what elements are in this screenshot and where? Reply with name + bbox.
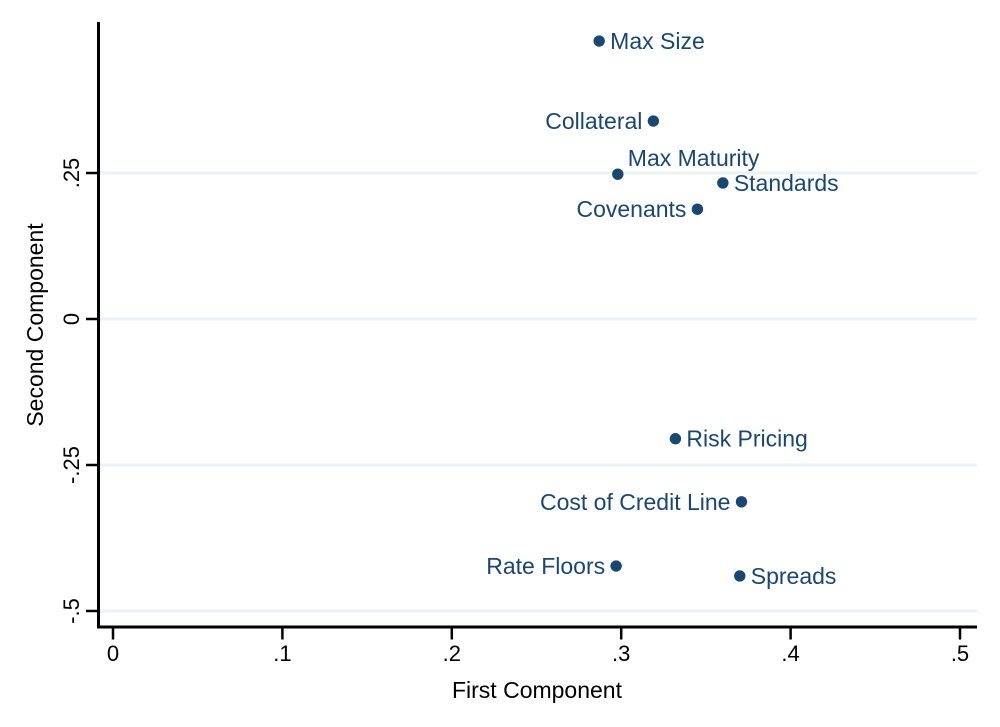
data-point-risk-pricing [669, 433, 682, 445]
x-tick-label-.4: .4 [781, 641, 799, 666]
data-point-collateral [647, 115, 660, 127]
y-tick-label--.5: -.5 [59, 598, 84, 624]
data-point-label-collateral: Collateral [545, 108, 642, 134]
data-point-label-covenants: Covenants [576, 196, 686, 222]
data-point-max-size [593, 35, 605, 47]
data-point-label-rate-floors: Rate Floors [486, 553, 605, 579]
data-point-covenants [691, 203, 704, 215]
x-tick-label-0: 0 [107, 641, 119, 666]
data-point-label-max-maturity: Max Maturity [628, 145, 760, 171]
y-tick-label-.25: .25 [59, 158, 84, 189]
data-point-standards [717, 177, 729, 189]
x-tick-label-.1: .1 [273, 641, 291, 666]
data-point-label-standards: Standards [734, 170, 839, 196]
data-point-label-spreads: Spreads [751, 563, 837, 589]
data-point-label-cost-of-credit-line: Cost of Credit Line [540, 489, 730, 515]
y-axis-title: Second Component [22, 223, 48, 427]
data-point-rate-floors [610, 560, 622, 572]
x-tick-label-.3: .3 [612, 641, 630, 666]
data-point-cost-of-credit-line [735, 496, 748, 508]
data-point-spreads [734, 570, 746, 582]
data-point-label-max-size: Max Size [610, 28, 705, 54]
y-tick-label--.25: -.25 [59, 446, 84, 484]
y-tick-label-0: 0 [59, 313, 84, 325]
x-axis-title: First Component [451, 677, 622, 703]
data-point-label-risk-pricing: Risk Pricing [686, 426, 807, 452]
x-tick-label-.2: .2 [443, 641, 461, 666]
data-point-max-maturity [612, 168, 624, 180]
x-tick-label-.5: .5 [951, 641, 969, 666]
